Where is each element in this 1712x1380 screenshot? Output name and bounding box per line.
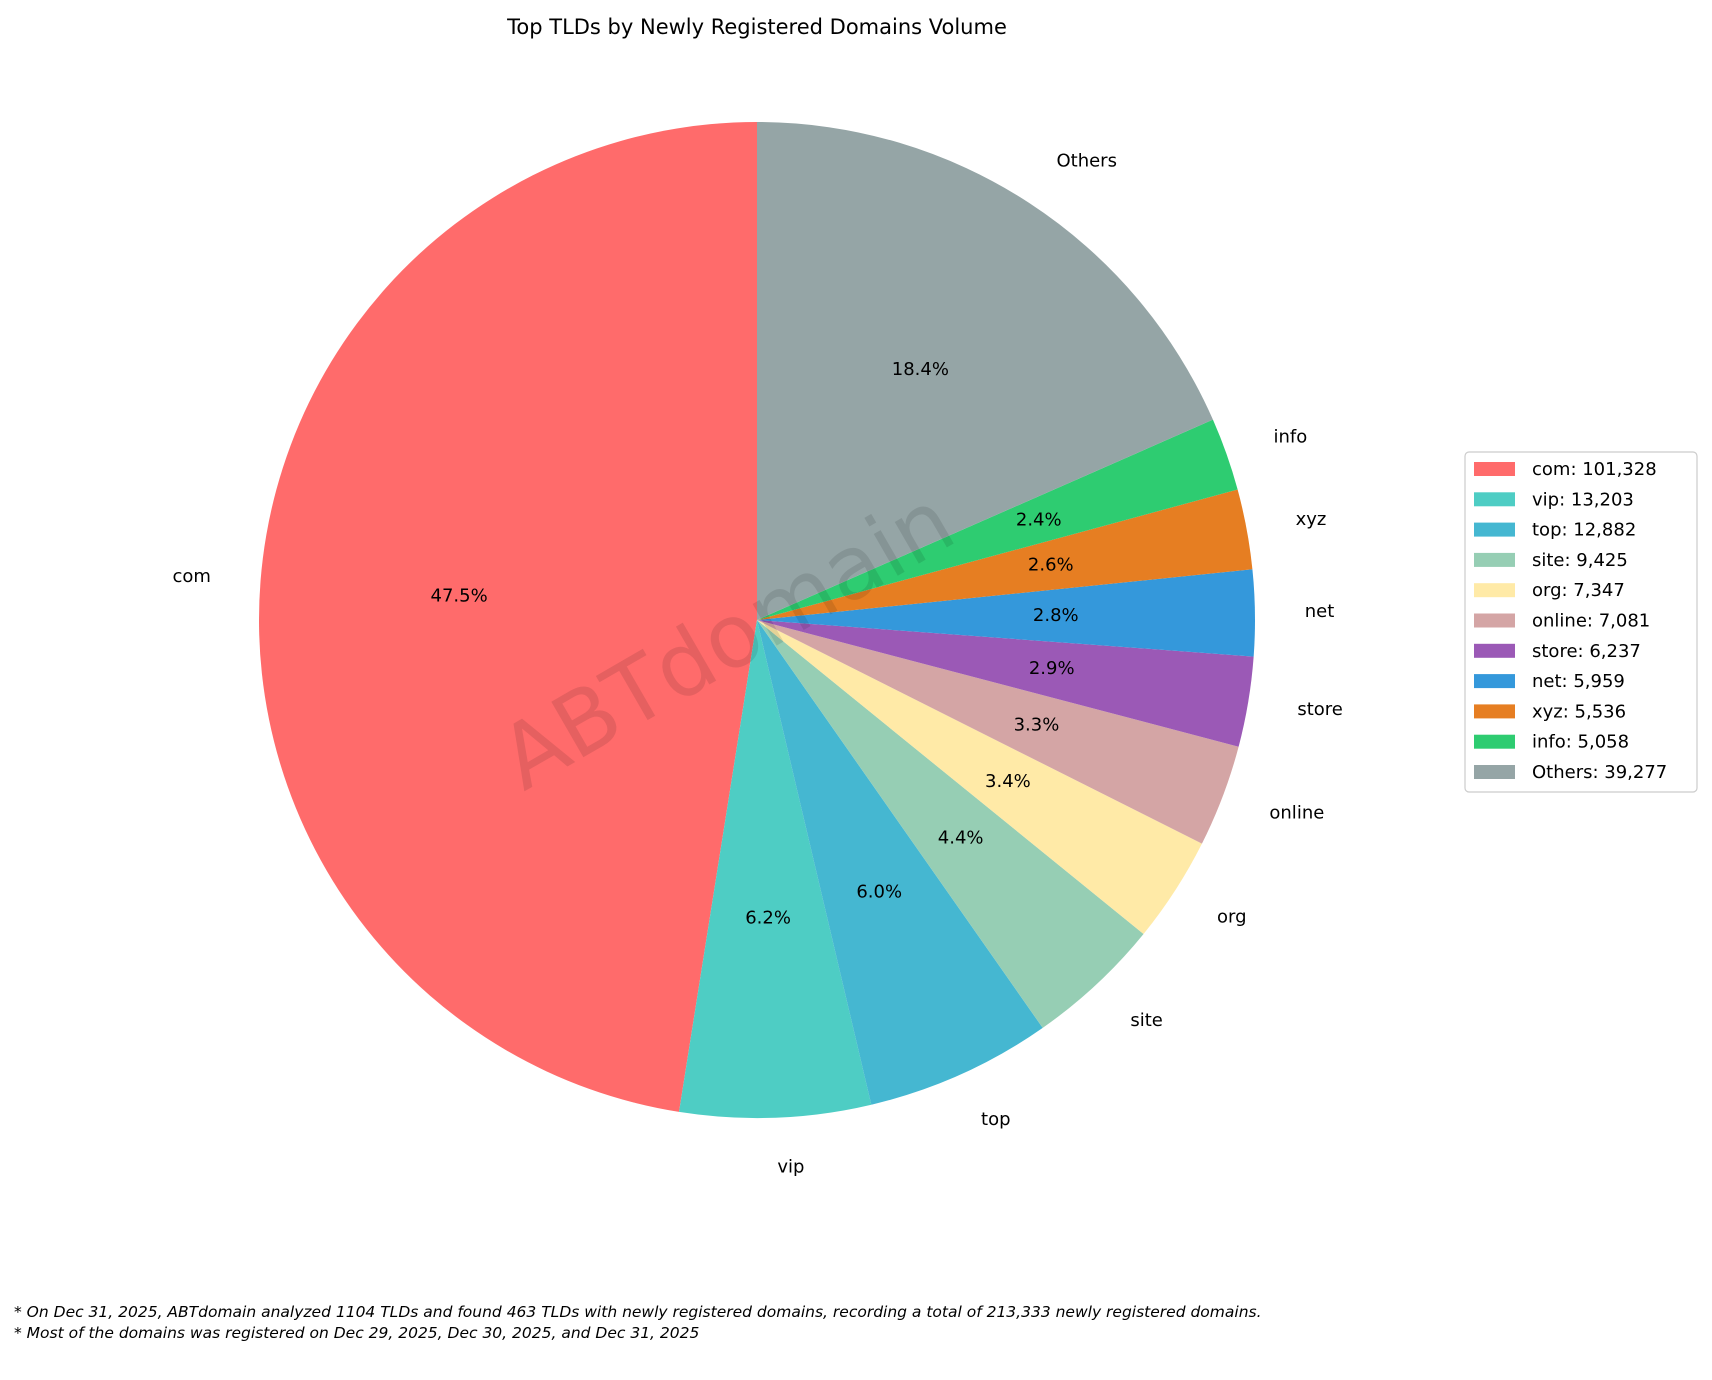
legend-swatch-others bbox=[1474, 765, 1515, 779]
legend-swatch-info bbox=[1474, 734, 1515, 749]
wedge-store bbox=[757, 620, 1254, 747]
slice-label-store: store bbox=[1297, 699, 1343, 720]
legend-entry-online: online: 7,081 bbox=[1532, 611, 1650, 632]
wedge-site bbox=[757, 620, 1144, 1028]
legend-entry-top: top: 12,882 bbox=[1532, 520, 1636, 541]
legend-swatch-org bbox=[1474, 583, 1515, 598]
chart-title: Top TLDs by Newly Registered Domains Vol… bbox=[506, 15, 1007, 39]
legend-swatch-top bbox=[1474, 522, 1515, 537]
pie-labels: com 47.5% vip 6.2% top 6.0% site 4.4% org 3.4% onl… bbox=[172, 150, 1342, 1177]
slice-label-others: Others bbox=[1056, 150, 1117, 171]
legend-entry-info: info: 5,058 bbox=[1532, 732, 1629, 753]
wedge-org bbox=[757, 620, 1202, 934]
legend-entry-org: org: 7,347 bbox=[1532, 580, 1625, 601]
slice-label-online: online bbox=[1269, 803, 1324, 824]
slice-pct-store: 2.9% bbox=[1029, 658, 1075, 679]
legend-entry-store: store: 6,237 bbox=[1532, 641, 1641, 662]
wedge-top bbox=[757, 620, 1043, 1105]
footnote-1: * On Dec 31, 2025, ABTdomain analyzed 11… bbox=[14, 1303, 1262, 1321]
wedge-vip bbox=[679, 620, 872, 1118]
legend-swatch-xyz bbox=[1474, 704, 1515, 719]
slice-pct-org: 3.4% bbox=[985, 771, 1031, 792]
slice-pct-top: 6.0% bbox=[856, 882, 902, 903]
wedge-xyz bbox=[757, 489, 1253, 620]
legend: com: 101,328 vip: 13,203 top: 12,882 site: … bbox=[1464, 451, 1698, 793]
legend-swatch-site bbox=[1474, 552, 1515, 567]
slice-label-top: top bbox=[981, 1109, 1011, 1130]
wedge-com bbox=[259, 122, 757, 1112]
slice-pct-vip: 6.2% bbox=[745, 908, 791, 929]
wedge-others bbox=[757, 121, 1213, 620]
slice-pct-com: 47.5% bbox=[431, 586, 488, 607]
legend-swatch-net bbox=[1474, 674, 1515, 689]
slice-label-site: site bbox=[1130, 1010, 1163, 1031]
legend-entry-vip: vip: 13,203 bbox=[1532, 489, 1634, 510]
pie-wedges bbox=[259, 121, 1255, 1118]
footnote-2: * Most of the domains was registered on … bbox=[14, 1324, 700, 1342]
slice-label-net: net bbox=[1305, 601, 1335, 622]
legend-frame bbox=[1464, 451, 1698, 793]
slice-label-vip: vip bbox=[777, 1156, 804, 1177]
wedge-info bbox=[757, 419, 1238, 620]
slice-pct-net: 2.8% bbox=[1033, 605, 1079, 626]
legend-entry-site: site: 9,425 bbox=[1532, 550, 1628, 571]
slice-pct-xyz: 2.6% bbox=[1028, 554, 1074, 575]
legend-swatch-com bbox=[1474, 462, 1515, 476]
legend-entry-others: Others: 39,277 bbox=[1532, 762, 1667, 783]
wedge-net bbox=[757, 569, 1255, 657]
slice-label-org: org bbox=[1217, 906, 1247, 927]
slice-label-xyz: xyz bbox=[1296, 509, 1327, 530]
slice-pct-others: 18.4% bbox=[892, 359, 949, 380]
slice-pct-info: 2.4% bbox=[1016, 509, 1062, 530]
wedge-online bbox=[757, 620, 1239, 844]
legend-swatch-online bbox=[1474, 613, 1515, 628]
slice-pct-online: 3.3% bbox=[1014, 715, 1060, 736]
legend-swatch-store bbox=[1474, 643, 1515, 658]
slice-label-info: info bbox=[1274, 427, 1308, 448]
legend-swatch-vip bbox=[1474, 492, 1515, 507]
slice-label-com: com bbox=[172, 566, 210, 587]
legend-entry-com: com: 101,328 bbox=[1532, 459, 1657, 480]
legend-entry-net: net: 5,959 bbox=[1532, 671, 1625, 692]
slice-pct-site: 4.4% bbox=[938, 828, 984, 849]
legend-entry-xyz: xyz: 5,536 bbox=[1532, 701, 1626, 722]
